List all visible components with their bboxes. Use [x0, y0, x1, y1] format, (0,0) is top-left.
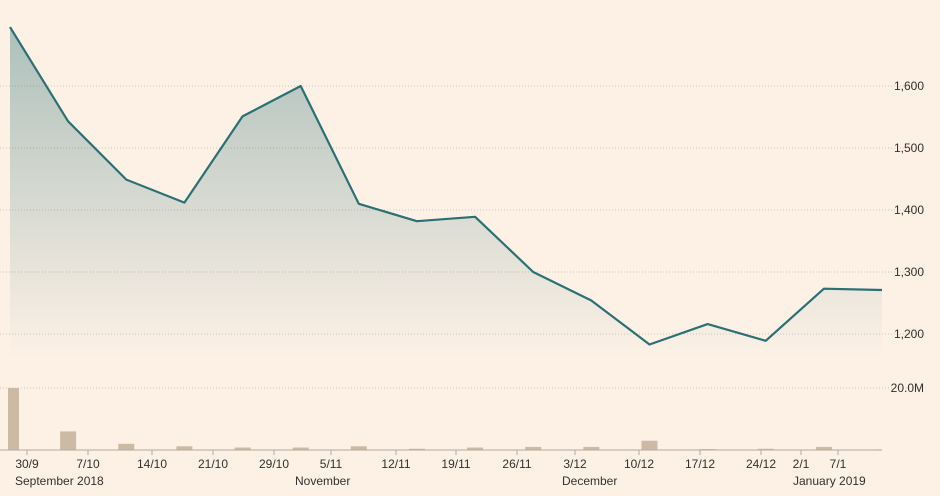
price-axis: 1,200 1,300 1,400 1,500 1,600	[894, 79, 924, 341]
x-tick-label: 30/9	[15, 457, 39, 471]
volume-bar	[8, 388, 19, 450]
month-label: January 2019	[793, 474, 866, 488]
volume-tick-label: 20.0M	[891, 381, 924, 395]
price-tick-label: 1,200	[894, 327, 924, 341]
x-tick-label: 24/12	[746, 457, 776, 471]
price-tick-label: 1,400	[894, 203, 924, 217]
volume-bar	[467, 447, 484, 450]
volume-bar	[757, 448, 774, 450]
price-area-fill	[10, 27, 882, 360]
x-tick-label: 21/10	[198, 457, 228, 471]
x-tick-label: 12/11	[381, 457, 410, 471]
x-tick-label: 5/11	[320, 457, 343, 471]
x-tick-label: 14/10	[137, 457, 167, 471]
x-tick-label: 26/11	[502, 457, 531, 471]
volume-bar	[583, 446, 600, 450]
x-tick-label: 10/12	[624, 457, 654, 471]
x-tick-label: 2/1	[793, 457, 810, 471]
volume-axis: 20.0M	[891, 381, 924, 395]
month-label: December	[562, 474, 617, 488]
x-tick-label: 3/12	[563, 457, 587, 471]
volume-bar	[641, 440, 658, 450]
volume-bar	[815, 446, 832, 450]
x-tick-label: 7/10	[76, 457, 100, 471]
volume-bar	[234, 447, 251, 450]
volume-bars	[8, 388, 882, 450]
volume-bar	[60, 431, 77, 450]
month-label: September 2018	[15, 474, 104, 488]
x-tick-label: 17/12	[685, 457, 715, 471]
x-tick-label: 29/10	[259, 457, 289, 471]
price-tick-label: 1,600	[894, 79, 924, 93]
volume-bar	[408, 448, 425, 450]
volume-bar	[525, 446, 542, 450]
month-label: November	[295, 474, 350, 488]
price-tick-label: 1,500	[894, 141, 924, 155]
volume-bar	[350, 446, 367, 450]
x-tick-label: 7/1	[830, 457, 847, 471]
x-tick-label: 19/11	[441, 457, 470, 471]
month-labels: September 2018 November December January 20…	[15, 474, 866, 488]
price-line	[9, 26, 883, 346]
volume-bar	[292, 447, 309, 450]
price-tick-label: 1,300	[894, 265, 924, 279]
volume-bar	[176, 446, 193, 450]
x-axis: 30/9 7/10 14/10 21/10 29/10 5/11 12/11 19/11 26/…	[15, 450, 847, 471]
volume-bar	[118, 443, 135, 450]
